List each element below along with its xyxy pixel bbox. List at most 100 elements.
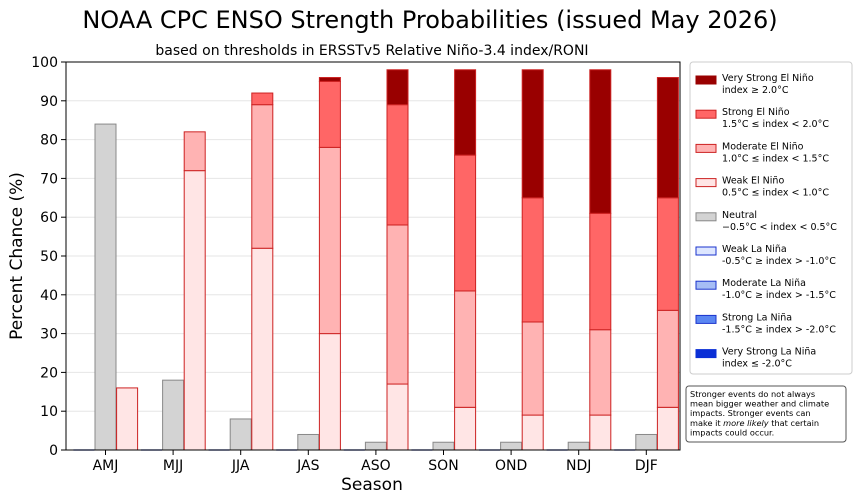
legend-swatch	[695, 109, 717, 119]
bar-weak-el-nino	[589, 414, 612, 451]
bar-very-strong-el-nino	[318, 77, 341, 82]
y-tick-label: 90	[40, 94, 58, 110]
legend-threshold: -0.5°C ≥ index > -1.0°C	[722, 256, 836, 267]
legend-label: Weak La Niña	[722, 244, 787, 255]
bar-weak-el-nino	[318, 333, 341, 451]
legend-threshold: -1.0°C ≥ index > -1.5°C	[722, 290, 836, 301]
bar-neutral	[229, 418, 252, 451]
x-axis-ticks: AMJ MJJ JJA JAS ASO SON OND NDJ DJF	[93, 450, 658, 474]
bar-very-strong-el-nino	[589, 69, 612, 214]
bar-neutral	[567, 441, 590, 451]
bar-moderate-el-nino	[251, 104, 274, 249]
chart-title: NOAA CPC ENSO Strength Probabilities (is…	[82, 6, 777, 34]
legend-label: Moderate El Niño	[722, 141, 804, 152]
bar-very-strong-el-nino	[521, 69, 544, 199]
legend-label: Weak El Niño	[722, 176, 784, 187]
chart-subtitle: based on thresholds in ERSSTv5 Relative …	[155, 43, 588, 59]
bar-stacks	[73, 69, 679, 451]
legend-swatch	[695, 212, 717, 222]
annotation-line: mean bigger weather and climate	[690, 399, 829, 409]
legend-threshold: 1.5°C ≤ index < 2.0°C	[722, 119, 829, 130]
legend-swatch	[695, 349, 717, 359]
y-axis-ticks: 0 10 20 30 40 50 60 70 80 90 100	[31, 55, 66, 459]
bar-neutral	[162, 379, 185, 451]
bar-neutral	[297, 433, 320, 451]
bar-weak-el-nino	[116, 387, 139, 451]
bar-strong-el-nino	[521, 197, 544, 323]
x-tick-label: NDJ	[566, 458, 591, 474]
y-tick-label: 50	[40, 249, 58, 265]
bar-neutral	[635, 433, 658, 451]
x-tick-label: DJF	[635, 458, 658, 474]
legend-threshold: index ≤ -2.0°C	[722, 359, 792, 370]
bar-very-strong-el-nino	[454, 69, 477, 156]
annotation-line: Stronger events do not always	[690, 389, 815, 399]
x-tick-label: OND	[495, 458, 527, 474]
bar-neutral	[432, 441, 455, 451]
bar-moderate-el-nino	[656, 309, 679, 408]
annotation-line: impacts. Stronger events can	[690, 408, 811, 418]
legend-label: Strong La Niña	[722, 312, 792, 323]
legend-threshold: index ≥ 2.0°C	[722, 85, 789, 96]
y-tick-label: 20	[40, 365, 58, 381]
bar-moderate-el-nino	[318, 146, 341, 335]
x-tick-label: ASO	[361, 458, 390, 474]
bar-strong-el-nino	[454, 154, 477, 292]
y-tick-label: 100	[31, 55, 58, 71]
x-tick-label: SON	[428, 458, 458, 474]
bar-strong-el-nino	[656, 197, 679, 311]
legend-label: Very Strong El Niño	[722, 73, 814, 84]
bar-neutral	[500, 441, 523, 451]
x-tick-label: AMJ	[93, 458, 119, 474]
legend-label: Very Strong La Niña	[722, 347, 816, 358]
bar-weak-el-nino	[656, 406, 679, 451]
y-tick-label: 70	[40, 171, 58, 187]
legend-label: Strong El Niño	[722, 107, 790, 118]
legend-swatch	[695, 143, 717, 153]
legend-threshold: −0.5°C < index < 0.5°C	[722, 222, 837, 233]
legend-swatch	[695, 314, 717, 324]
bar-strong-el-nino	[386, 104, 409, 226]
x-tick-label: MJJ	[163, 458, 183, 474]
bar-moderate-el-nino	[386, 224, 409, 385]
annotation-frame	[685, 385, 847, 443]
y-tick-label: 60	[40, 210, 58, 226]
legend-swatch	[695, 178, 717, 188]
legend-label: Neutral	[722, 210, 757, 221]
bar-moderate-el-nino	[521, 321, 544, 416]
y-tick-label: 0	[49, 443, 58, 459]
y-tick-label: 30	[40, 327, 58, 343]
x-tick-label: JJA	[231, 458, 250, 474]
bar-strong-el-nino	[589, 212, 612, 331]
legend-threshold: -1.5°C ≥ index > -2.0°C	[722, 324, 836, 335]
bar-moderate-el-nino	[454, 290, 477, 408]
legend-label: Moderate La Niña	[722, 278, 806, 289]
bar-very-strong-el-nino	[386, 69, 409, 106]
legend-threshold: 0.5°C ≤ index < 1.0°C	[722, 188, 829, 199]
bar-very-strong-el-nino	[656, 77, 679, 199]
legend-swatch	[695, 246, 717, 256]
x-tick-label: JAS	[296, 458, 319, 474]
y-tick-label: 80	[40, 133, 58, 149]
gridlines	[66, 100, 680, 412]
y-tick-label: 40	[40, 288, 58, 304]
legend-threshold: 1.0°C ≤ index < 1.5°C	[722, 153, 829, 164]
bar-weak-el-nino	[251, 247, 274, 451]
legend-swatch	[695, 75, 717, 85]
legend-swatch	[695, 280, 717, 290]
bar-weak-el-nino	[454, 406, 477, 451]
bar-weak-el-nino	[521, 414, 544, 451]
annotation-line: make it more likely that certain	[690, 418, 819, 428]
x-axis-label: Season	[341, 475, 403, 495]
bar-neutral	[94, 123, 117, 451]
annotation-line: impacts could occur.	[690, 427, 774, 437]
bar-weak-el-nino	[183, 170, 206, 451]
y-tick-label: 10	[40, 404, 58, 420]
y-axis-label: Percent Chance (%)	[7, 172, 27, 340]
bar-strong-el-nino	[318, 80, 341, 148]
bar-moderate-el-nino	[183, 131, 206, 172]
bar-weak-el-nino	[386, 383, 409, 451]
